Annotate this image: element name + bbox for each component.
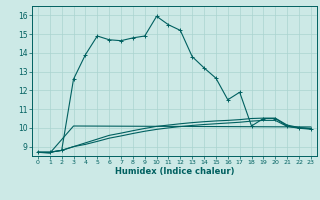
X-axis label: Humidex (Indice chaleur): Humidex (Indice chaleur) <box>115 167 234 176</box>
